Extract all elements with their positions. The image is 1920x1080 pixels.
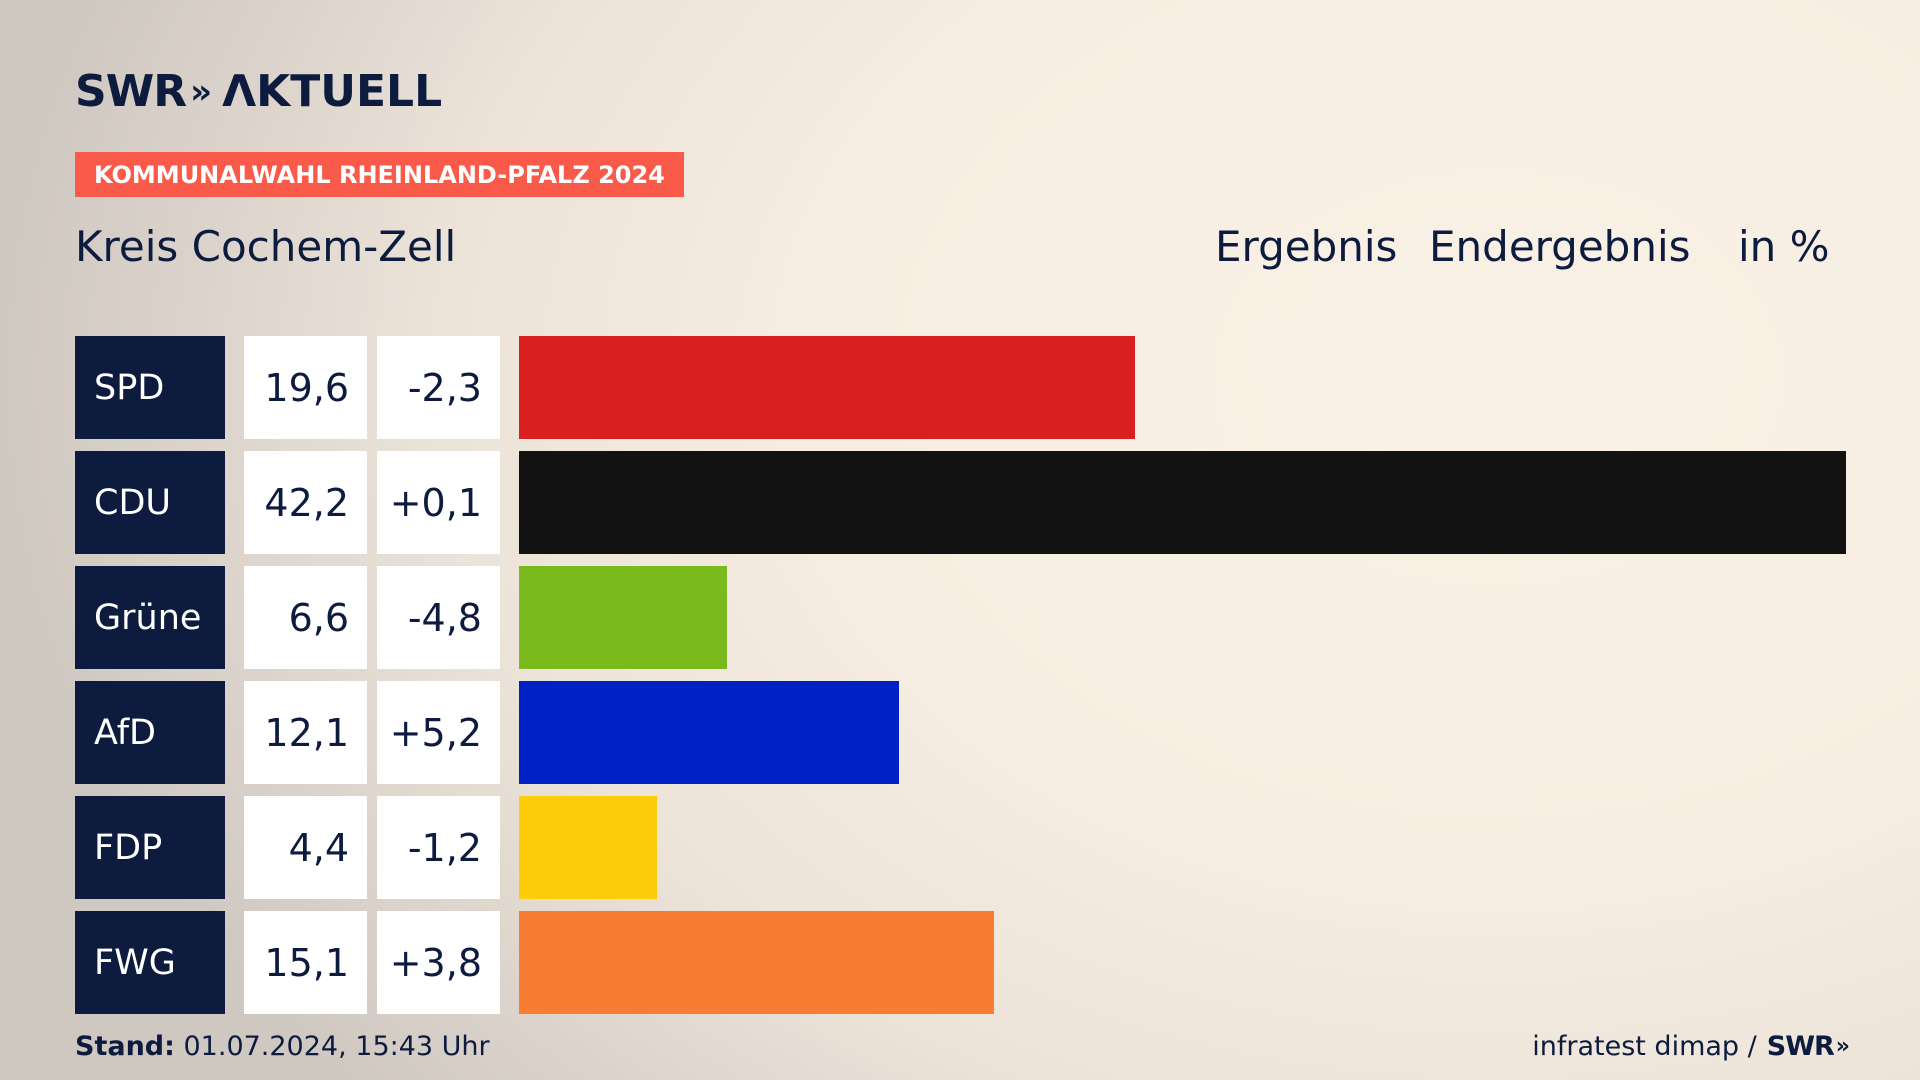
bar-grüne <box>519 566 727 669</box>
header-ergebnis: Ergebnis <box>1215 222 1398 271</box>
source-text: infratest dimap / <box>1532 1031 1757 1062</box>
stand-label: Stand: <box>75 1031 175 1062</box>
party-label: Grüne <box>75 566 225 669</box>
value-label: 12,1 <box>244 681 367 784</box>
diff-label: +0,1 <box>377 451 500 554</box>
diff-label: -1,2 <box>377 796 500 899</box>
party-label: SPD <box>75 336 225 439</box>
footer-stand: Stand: 01.07.2024, 15:43 Uhr <box>75 1031 490 1062</box>
swr-aktuell-logo: SWR » ΛKTUELL <box>75 66 442 117</box>
value-label: 4,4 <box>244 796 367 899</box>
region-title: Kreis Cochem-Zell <box>75 222 457 271</box>
footer-source: infratest dimap / SWR » <box>1532 1031 1850 1062</box>
logo-aktuell-text: ΛKTUELL <box>222 66 443 117</box>
value-label: 6,6 <box>244 566 367 669</box>
diff-label: -4,8 <box>377 566 500 669</box>
bar-afd <box>519 681 899 784</box>
logo-swr-text: SWR <box>75 66 187 117</box>
election-banner: KOMMUNALWAHL RHEINLAND-PFALZ 2024 <box>75 152 684 197</box>
stand-value: 01.07.2024, 15:43 Uhr <box>174 1031 490 1062</box>
bar-fwg <box>519 911 994 1014</box>
party-label: FWG <box>75 911 225 1014</box>
footer-swr-logo: SWR <box>1766 1031 1835 1062</box>
party-label: AfD <box>75 681 225 784</box>
value-label: 19,6 <box>244 336 367 439</box>
party-label: CDU <box>75 451 225 554</box>
bar-cdu <box>519 451 1846 554</box>
header-unit: in % <box>1738 222 1830 271</box>
value-label: 15,1 <box>244 911 367 1014</box>
diff-label: +5,2 <box>377 681 500 784</box>
header-status: Endergebnis <box>1429 222 1691 271</box>
party-label: FDP <box>75 796 225 899</box>
bar-fdp <box>519 796 657 899</box>
bar-spd <box>519 336 1135 439</box>
logo-chevron-icon: » <box>190 71 212 112</box>
diff-label: -2,3 <box>377 336 500 439</box>
value-label: 42,2 <box>244 451 367 554</box>
diff-label: +3,8 <box>377 911 500 1014</box>
footer-chevron-icon: » <box>1835 1034 1850 1059</box>
